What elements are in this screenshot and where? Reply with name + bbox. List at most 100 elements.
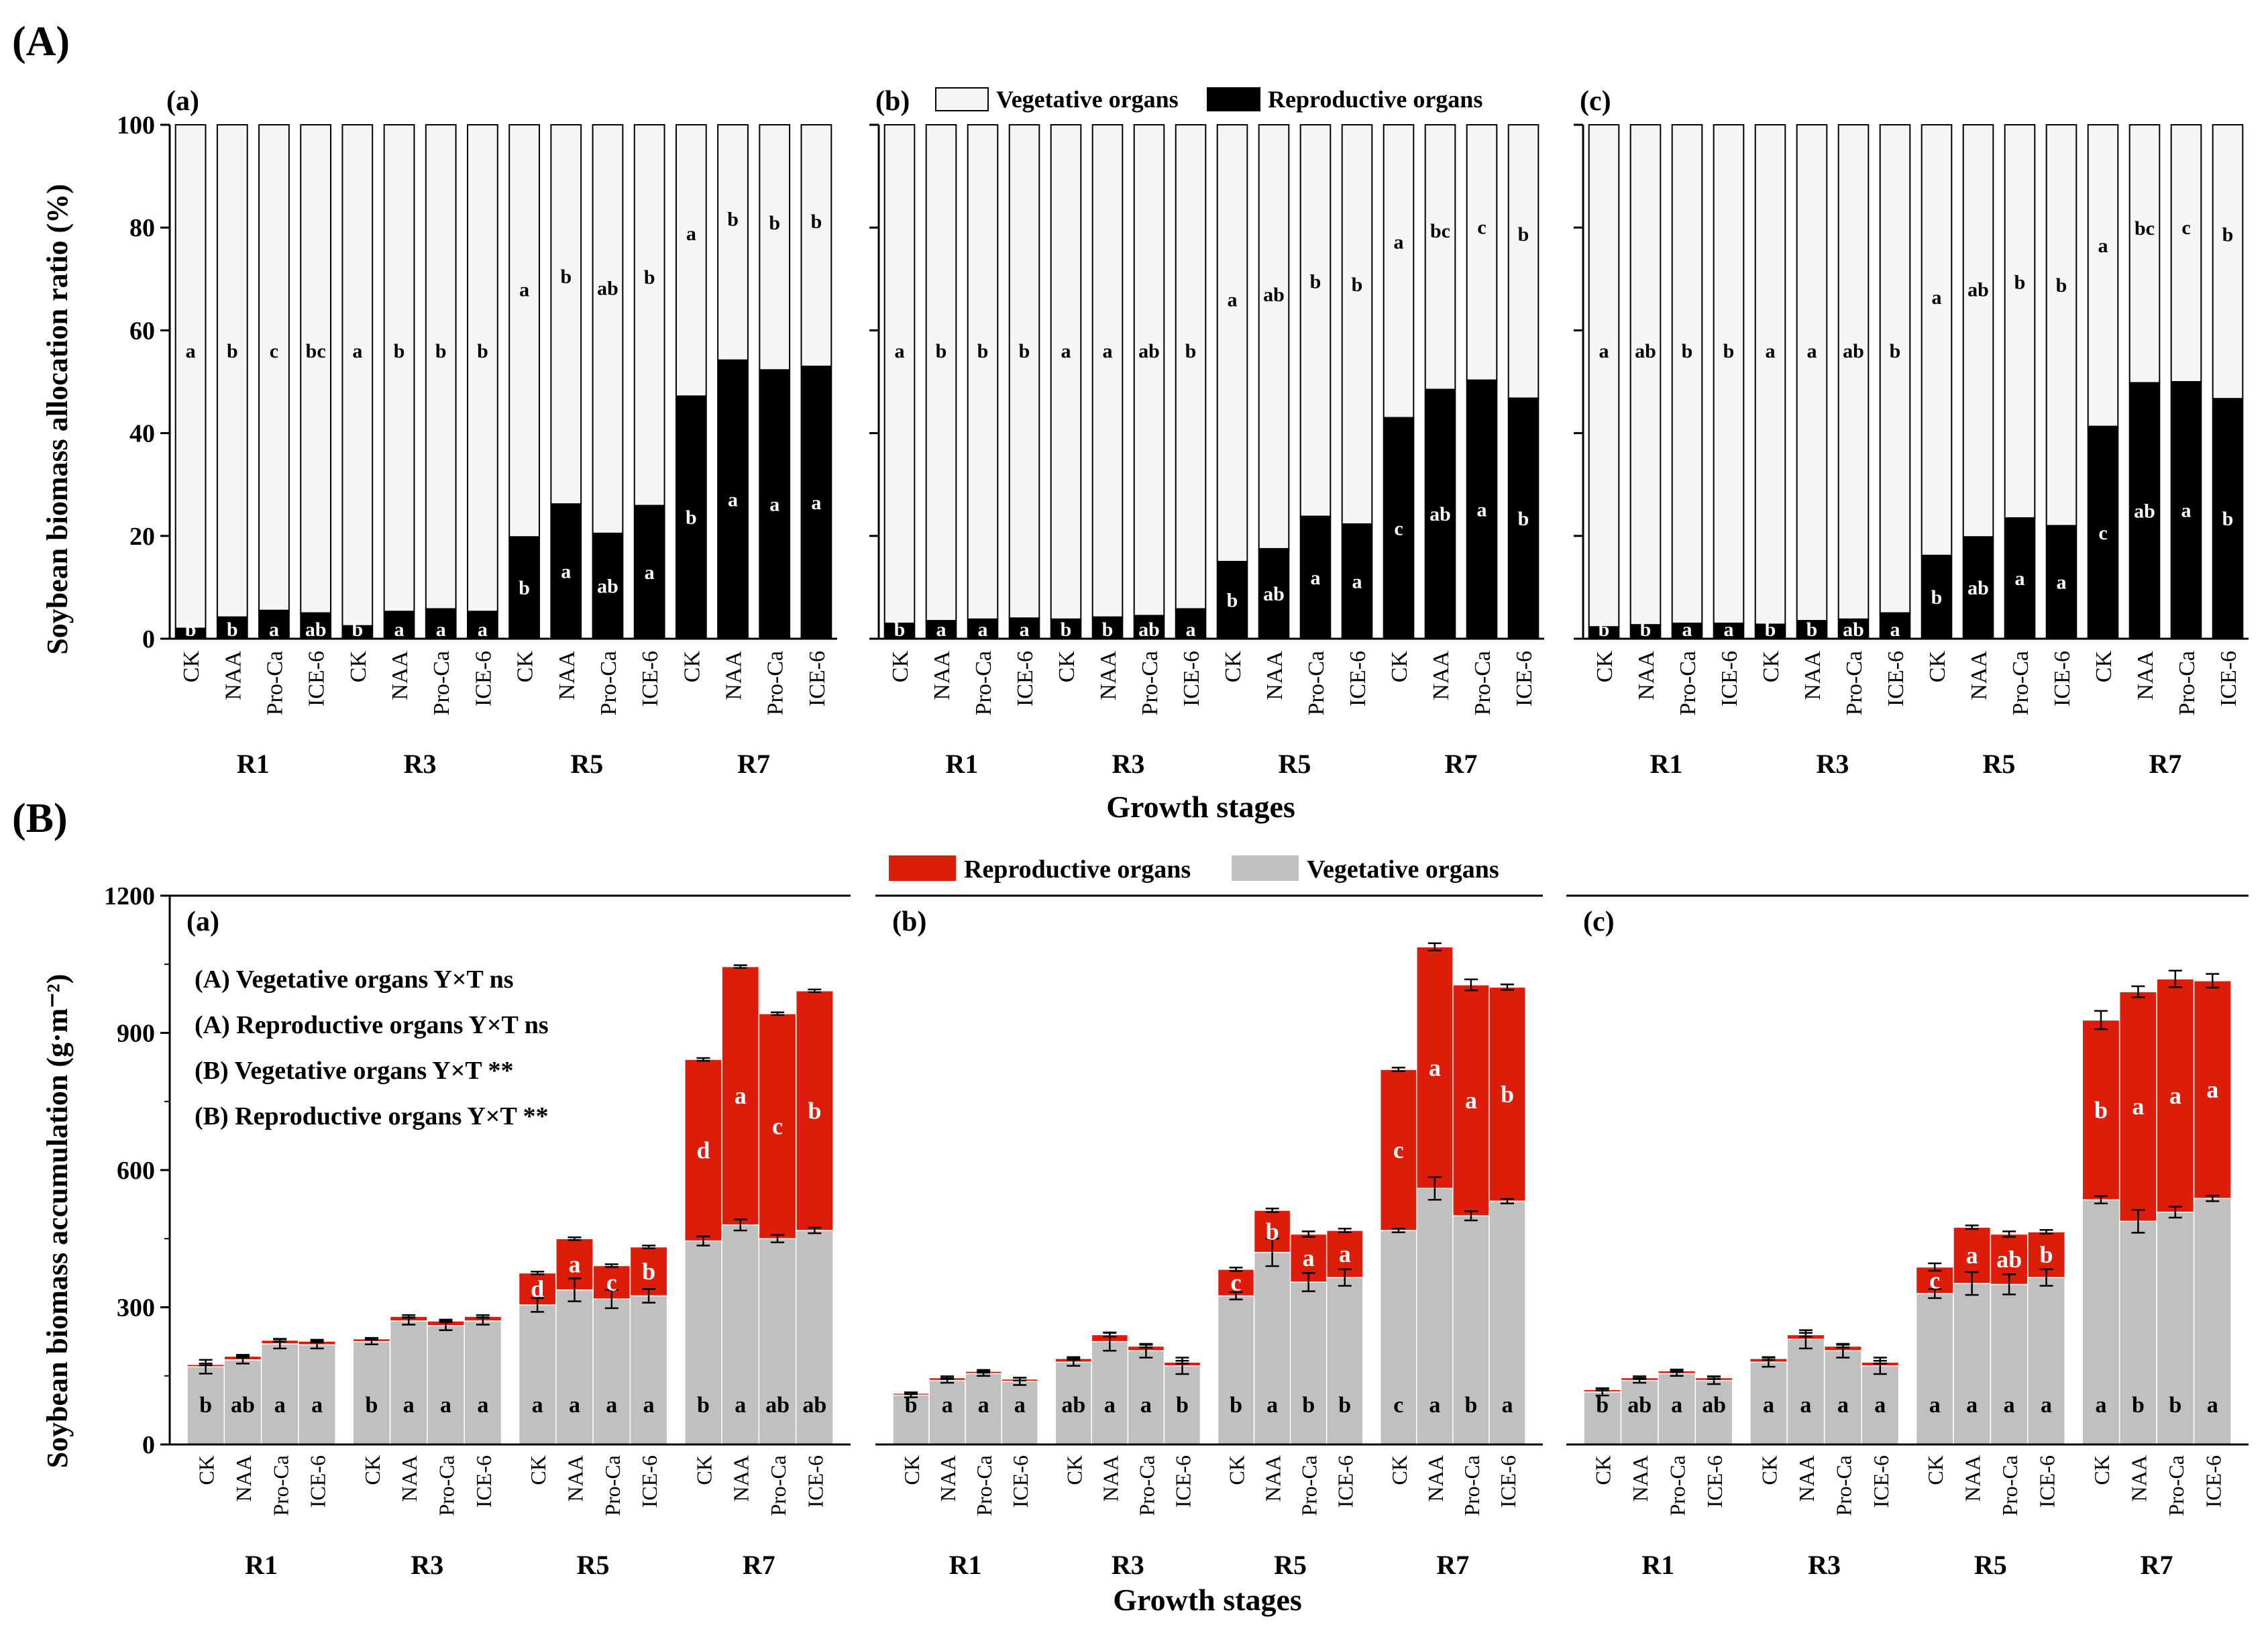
- treatment-tick-label: ICE-6: [2035, 1455, 2059, 1508]
- vegetative-significance-label: b: [644, 266, 655, 288]
- reproductive-bar: [1299, 515, 1332, 640]
- reproductive-significance-label: c: [606, 1269, 617, 1296]
- vegetative-bar: [795, 1230, 834, 1445]
- vegetative-bar: [1671, 124, 1703, 625]
- chart-area: abCKbbNAAcaPro-CabcabICE-6abCKbaNAAbaPro…: [104, 86, 2249, 1580]
- reproductive-significance-label: b: [1227, 590, 1238, 612]
- legend-b-reproductive-label: Reproductive organs: [964, 855, 1191, 884]
- panel-label: (a): [166, 86, 199, 117]
- treatment-tick-label: CK: [2092, 651, 2116, 683]
- treatment-tick-label: Pro-Ca: [1460, 1455, 1484, 1516]
- reproductive-significance-label: b: [1640, 619, 1652, 641]
- treatment-tick-label: ICE-6: [472, 1455, 496, 1508]
- treatment-tick-label: CK: [195, 1455, 219, 1485]
- treatment-tick-label: CK: [1757, 1455, 1781, 1485]
- allocation-panel-0: abCKbbNAAcaPro-CabcabICE-6abCKbaNAAbaPro…: [117, 86, 837, 779]
- reproductive-bar: [2156, 978, 2195, 1213]
- vegetative-significance-label: a: [352, 340, 362, 362]
- reproductive-bar: [633, 505, 665, 640]
- reproductive-bar: [2087, 425, 2119, 640]
- vegetative-significance-label: a: [1104, 1393, 1116, 1418]
- vegetative-significance-label: a: [186, 340, 196, 362]
- vegetative-bar: [1383, 124, 1415, 419]
- reproductive-bar: [629, 1246, 668, 1297]
- reproductive-bar: [1133, 615, 1165, 640]
- vegetative-significance-label: b: [2222, 223, 2234, 246]
- treatment-tick-label: NAA: [1628, 1455, 1652, 1502]
- vegetative-significance-label: a: [2041, 1393, 2052, 1418]
- reproductive-bar: [759, 369, 791, 640]
- vegetative-significance-label: a: [1807, 340, 1817, 362]
- vegetative-bar: [629, 1295, 668, 1445]
- y-tick-label: 600: [117, 1157, 155, 1185]
- vegetative-significance-label: a: [1394, 231, 1404, 254]
- treatment-tick-label: CK: [680, 651, 704, 683]
- treatment-tick-label: Pro-Ca: [1304, 651, 1329, 715]
- vegetative-bar: [2118, 1220, 2157, 1445]
- reproductive-significance-label: b: [1102, 619, 1114, 641]
- treatment-tick-label: Pro-Ca: [972, 1455, 996, 1516]
- vegetative-significance-label: a: [686, 223, 696, 245]
- reproductive-bar: [1383, 417, 1415, 639]
- reproductive-significance-label: b: [686, 507, 697, 529]
- vegetative-bar: [1749, 1361, 1788, 1445]
- treatment-tick-label: ICE-6: [805, 651, 830, 706]
- vegetative-significance-label: c: [1393, 1393, 1403, 1418]
- stage-label: R5: [1974, 1550, 2007, 1580]
- legend-b-vegetative-label: Vegetative organs: [1307, 855, 1499, 884]
- vegetative-bar: [717, 124, 749, 361]
- vegetative-significance-label: b: [1682, 340, 1693, 362]
- reproductive-significance-label: b: [2094, 1096, 2108, 1123]
- treatment-tick-label: CK: [360, 1455, 384, 1485]
- reproductive-bar: [1796, 620, 1828, 640]
- annotation-line-2: (A) Reproductive organs Y×T ns: [195, 1011, 549, 1039]
- reproductive-significance-label: a: [2181, 500, 2192, 522]
- vegetative-significance-label: a: [1228, 288, 1238, 311]
- reproductive-bar: [425, 608, 457, 640]
- reproductive-significance-label: b: [1501, 1081, 1514, 1108]
- stage-label: R1: [1641, 1550, 1674, 1580]
- treatment-tick-label: ICE-6: [1703, 1455, 1727, 1508]
- vegetative-bar: [1091, 124, 1124, 618]
- vegetative-significance-label: a: [895, 340, 905, 362]
- treatment-tick-label: NAA: [1262, 651, 1287, 700]
- vegetative-significance-label: ab: [1263, 284, 1285, 306]
- vegetative-significance-label: a: [1103, 340, 1113, 362]
- treatment-tick-label: Pro-Ca: [2175, 651, 2200, 715]
- reproductive-significance-label: b: [1599, 619, 1610, 641]
- reproductive-significance-label: b: [1266, 1218, 1279, 1245]
- treatment-tick-label: Pro-Ca: [596, 651, 621, 715]
- reproductive-significance-label: d: [696, 1137, 710, 1163]
- section-a-label: (A): [12, 19, 70, 64]
- treatment-tick-label: ICE-6: [1334, 1455, 1358, 1508]
- y-tick-label: 0: [142, 625, 155, 653]
- vegetative-significance-label: b: [811, 211, 822, 233]
- stage-label: R7: [737, 749, 770, 779]
- treatment-tick-label: CK: [346, 651, 371, 683]
- vegetative-significance-label: bc: [306, 340, 326, 362]
- reproductive-significance-label: a: [478, 619, 488, 641]
- treatment-tick-label: ICE-6: [2216, 651, 2241, 706]
- vegetative-bar: [1217, 1295, 1255, 1445]
- vegetative-bar: [174, 124, 207, 629]
- vegetative-significance-label: b: [477, 340, 488, 362]
- treatment-tick-label: NAA: [555, 651, 580, 700]
- vegetative-significance-label: b: [2169, 1393, 2181, 1418]
- vegetative-bar: [1990, 1283, 2029, 1445]
- vegetative-bar: [1127, 1350, 1165, 1445]
- reproductive-significance-label: ab: [305, 619, 327, 641]
- panel-label: (b): [875, 86, 910, 117]
- treatment-tick-label: ICE-6: [1869, 1455, 1893, 1508]
- part-a-y-axis-title: Soybean biomass allocation ratio (%): [41, 184, 74, 655]
- vegetative-significance-label: a: [643, 1393, 655, 1418]
- reproductive-significance-label: b: [352, 619, 364, 641]
- treatment-tick-label: CK: [1591, 1455, 1615, 1485]
- vegetative-bar: [2156, 1211, 2195, 1445]
- reproductive-significance-label: b: [808, 1097, 821, 1124]
- reproductive-significance-label: a: [2015, 568, 2025, 590]
- vegetative-bar: [2082, 1199, 2120, 1445]
- reproductive-significance-label: a: [1465, 1087, 1477, 1114]
- reproductive-bar: [1489, 986, 1526, 1202]
- accumulation-panel-5: bCKabNAAaPro-CaabICE-6R1aCKaNAAaPro-CaaI…: [1566, 894, 2249, 1580]
- treatment-tick-label: NAA: [1261, 1455, 1285, 1502]
